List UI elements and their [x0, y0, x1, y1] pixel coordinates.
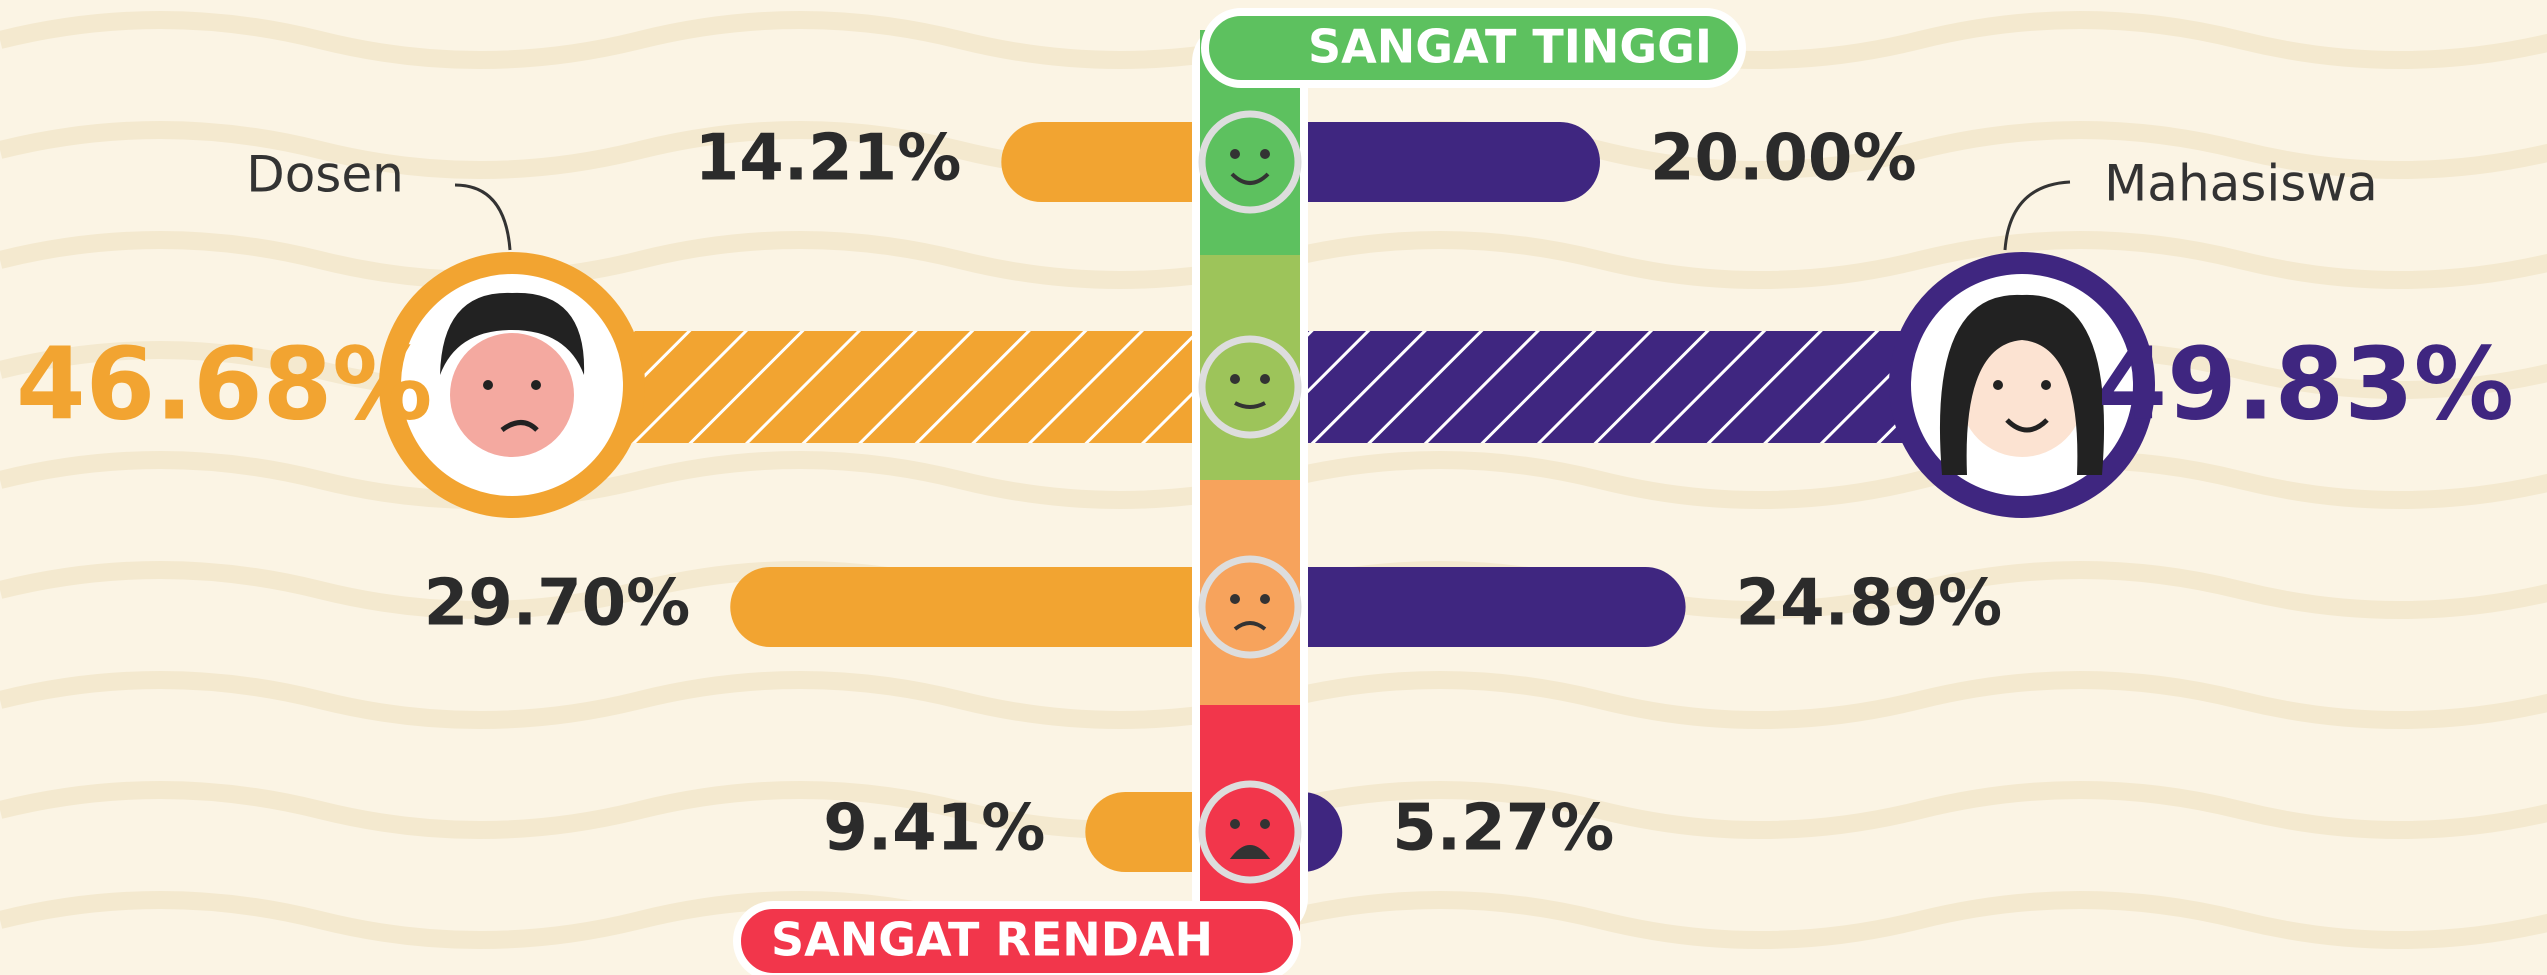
- value-label: 29.70%: [424, 567, 691, 641]
- bottom-label: SANGAT RENDAH: [771, 913, 1213, 967]
- legend-label: Mahasiswa: [2104, 155, 2378, 213]
- legend-arrow: [454, 183, 512, 251]
- value-label: 9.41%: [823, 792, 1045, 866]
- emoji-mouth: [1229, 845, 1271, 859]
- emoji-eye: [1230, 374, 1240, 384]
- legend-label: Dosen: [246, 146, 404, 204]
- face-eye: [531, 380, 541, 390]
- emoji-mouth: [1233, 621, 1267, 631]
- level-emoji: [1198, 780, 1302, 884]
- face-hair: [1939, 294, 2105, 475]
- emoji-mouth: [1230, 172, 1270, 185]
- face-mouth: [500, 420, 539, 433]
- faces: [379, 110, 2155, 884]
- face-eye: [483, 380, 493, 390]
- emoji-eye: [1260, 374, 1270, 384]
- value-label: 20.00%: [1650, 122, 1917, 196]
- face-hair: [440, 292, 585, 375]
- value-label: 14.21%: [695, 122, 962, 196]
- value-label: 5.27%: [1392, 792, 1614, 866]
- emoji-eye: [1260, 819, 1270, 829]
- legend-arrow: [2003, 180, 2071, 251]
- labels: 14.21% 46.68% 29.70% 9.41% Dosen 20.00% 49.83%…: [16, 122, 2514, 866]
- value-label: 49.83%: [2097, 325, 2514, 442]
- face-eye: [2041, 380, 2051, 390]
- emoji-eye: [1230, 819, 1240, 829]
- emoji-mouth: [1234, 401, 1266, 409]
- bottom-pill: SANGAT RENDAH: [733, 901, 1301, 975]
- bar: [1250, 567, 1686, 647]
- emoji-eye: [1260, 594, 1270, 604]
- face-eye: [1993, 380, 2003, 390]
- emoji-eye: [1260, 149, 1270, 159]
- top-label: SANGAT TINGGI: [1308, 20, 1712, 74]
- face-skin: [450, 333, 574, 457]
- value-label: 24.89%: [1736, 567, 2003, 641]
- level-emoji: [1198, 335, 1302, 439]
- level-emoji: [1198, 555, 1302, 659]
- bar: [730, 567, 1250, 647]
- emoji-eye: [1230, 594, 1240, 604]
- bar: [1001, 122, 1250, 202]
- top-pill: SANGAT TINGGI: [1201, 8, 1746, 88]
- emoji-eye: [1230, 149, 1240, 159]
- value-label: 46.68%: [16, 325, 433, 442]
- bar: [1250, 122, 1600, 202]
- face-mouth: [2005, 418, 2049, 433]
- face-skin: [1960, 333, 2084, 457]
- level-emoji: [1198, 110, 1302, 214]
